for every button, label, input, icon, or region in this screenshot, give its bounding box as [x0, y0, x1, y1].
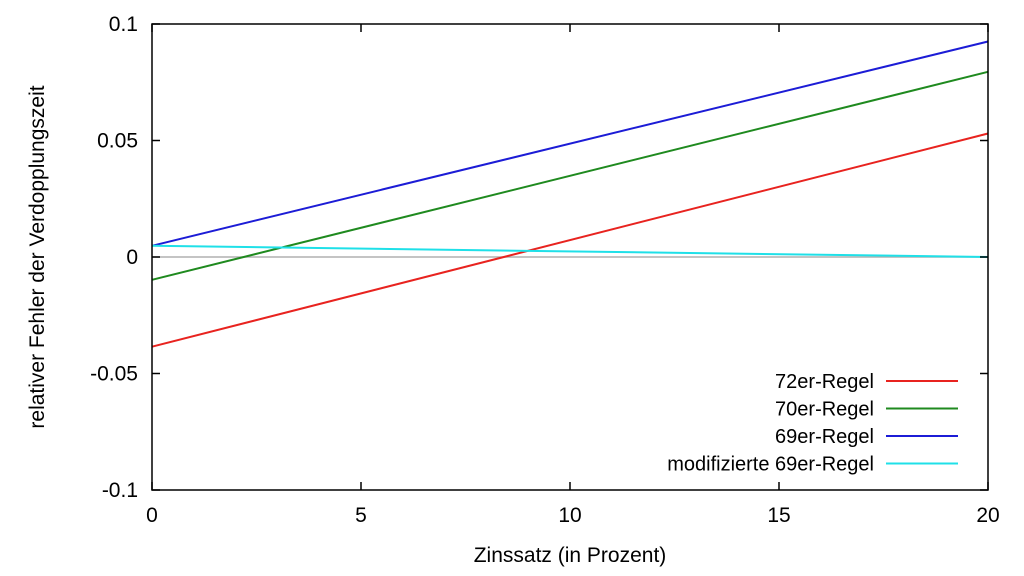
x-tick-label: 0: [146, 504, 158, 527]
legend-label: modifizierte 69er-Regel: [667, 454, 874, 476]
x-axis-label: Zinssatz (in Prozent): [474, 544, 667, 567]
series-layer: [151, 40, 989, 348]
y-tick-label: -0.1: [102, 479, 138, 502]
x-tick-label: 15: [767, 504, 790, 527]
x-tick-label: 5: [355, 504, 367, 527]
y-tick-label: -0.05: [90, 363, 138, 386]
y-tick-label: 0.1: [109, 13, 138, 36]
x-tick-label: 10: [558, 504, 581, 527]
tick-marks: [151, 23, 989, 491]
legend-label: 72er-Regel: [775, 371, 874, 393]
series-line-3: [151, 40, 989, 247]
y-tick-label: 0: [126, 246, 138, 269]
y-axis-label: relativer Fehler der Verdopplungszeit: [26, 85, 49, 428]
legend: 72er-Regel 70er-Regel 69er-Regel modifizier…: [667, 371, 958, 476]
series-line-1: [151, 132, 989, 348]
x-tick-label: 20: [976, 504, 999, 527]
legend-label: 70er-Regel: [775, 399, 874, 421]
x-tick-labels: 0 5 10 15 20: [146, 504, 1000, 527]
series-line-4: [151, 244, 989, 258]
y-tick-labels: -0.1 -0.05 0 0.05 0.1: [90, 13, 138, 502]
series-line-2: [151, 70, 989, 281]
y-tick-label: 0.05: [97, 130, 138, 153]
legend-label: 69er-Regel: [775, 426, 874, 448]
